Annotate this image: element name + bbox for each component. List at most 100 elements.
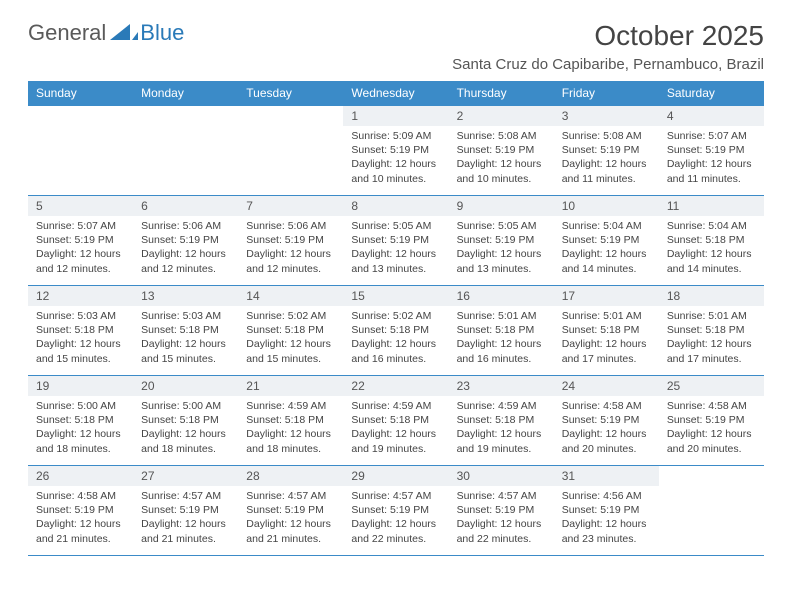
day-number: 2 [449,106,554,126]
weekday-header-row: Sunday Monday Tuesday Wednesday Thursday… [28,81,764,106]
day-body: Sunrise: 4:56 AMSunset: 5:19 PMDaylight:… [554,486,659,552]
calendar-cell: 28Sunrise: 4:57 AMSunset: 5:19 PMDayligh… [238,466,343,556]
day-number: 27 [133,466,238,486]
day-number: 25 [659,376,764,396]
calendar-cell: 8Sunrise: 5:05 AMSunset: 5:19 PMDaylight… [343,196,448,286]
calendar-cell: 24Sunrise: 4:58 AMSunset: 5:19 PMDayligh… [554,376,659,466]
day-body: Sunrise: 5:04 AMSunset: 5:19 PMDaylight:… [554,216,659,282]
calendar-cell: 1Sunrise: 5:09 AMSunset: 5:19 PMDaylight… [343,106,448,196]
day-number: 1 [343,106,448,126]
calendar-cell: 4Sunrise: 5:07 AMSunset: 5:19 PMDaylight… [659,106,764,196]
calendar-cell: 18Sunrise: 5:01 AMSunset: 5:18 PMDayligh… [659,286,764,376]
calendar-cell: 6Sunrise: 5:06 AMSunset: 5:19 PMDaylight… [133,196,238,286]
day-body: Sunrise: 4:58 AMSunset: 5:19 PMDaylight:… [28,486,133,552]
day-number: 30 [449,466,554,486]
day-number: 13 [133,286,238,306]
calendar-cell: 17Sunrise: 5:01 AMSunset: 5:18 PMDayligh… [554,286,659,376]
day-body: Sunrise: 5:09 AMSunset: 5:19 PMDaylight:… [343,126,448,192]
calendar-cell: 19Sunrise: 5:00 AMSunset: 5:18 PMDayligh… [28,376,133,466]
day-number: 17 [554,286,659,306]
day-number: 15 [343,286,448,306]
calendar-cell: 30Sunrise: 4:57 AMSunset: 5:19 PMDayligh… [449,466,554,556]
day-body: Sunrise: 4:57 AMSunset: 5:19 PMDaylight:… [133,486,238,552]
day-number: 9 [449,196,554,216]
day-body: Sunrise: 4:57 AMSunset: 5:19 PMDaylight:… [343,486,448,552]
day-number: 3 [554,106,659,126]
day-body: Sunrise: 5:00 AMSunset: 5:18 PMDaylight:… [28,396,133,462]
calendar-row: 19Sunrise: 5:00 AMSunset: 5:18 PMDayligh… [28,376,764,466]
day-body: Sunrise: 4:57 AMSunset: 5:19 PMDaylight:… [238,486,343,552]
day-body: Sunrise: 5:07 AMSunset: 5:19 PMDaylight:… [659,126,764,192]
calendar-cell: 11Sunrise: 5:04 AMSunset: 5:18 PMDayligh… [659,196,764,286]
day-body: Sunrise: 5:08 AMSunset: 5:19 PMDaylight:… [449,126,554,192]
header: General Blue October 2025 [28,20,764,52]
logo-text-blue: Blue [140,20,184,46]
day-body: Sunrise: 5:07 AMSunset: 5:19 PMDaylight:… [28,216,133,282]
day-number: 28 [238,466,343,486]
day-number: 12 [28,286,133,306]
weekday-header: Tuesday [238,81,343,106]
calendar-row: 5Sunrise: 5:07 AMSunset: 5:19 PMDaylight… [28,196,764,286]
day-number: 6 [133,196,238,216]
calendar-cell: 15Sunrise: 5:02 AMSunset: 5:18 PMDayligh… [343,286,448,376]
day-body: Sunrise: 5:00 AMSunset: 5:18 PMDaylight:… [133,396,238,462]
calendar-cell: 12Sunrise: 5:03 AMSunset: 5:18 PMDayligh… [28,286,133,376]
day-body: Sunrise: 5:01 AMSunset: 5:18 PMDaylight:… [554,306,659,372]
calendar-cell: 13Sunrise: 5:03 AMSunset: 5:18 PMDayligh… [133,286,238,376]
day-body: Sunrise: 5:03 AMSunset: 5:18 PMDaylight:… [133,306,238,372]
weekday-header: Saturday [659,81,764,106]
day-number: 29 [343,466,448,486]
day-body: Sunrise: 4:59 AMSunset: 5:18 PMDaylight:… [449,396,554,462]
day-body: Sunrise: 5:03 AMSunset: 5:18 PMDaylight:… [28,306,133,372]
day-number: 14 [238,286,343,306]
day-body: Sunrise: 4:57 AMSunset: 5:19 PMDaylight:… [449,486,554,552]
logo-text-general: General [28,20,106,46]
day-number: 21 [238,376,343,396]
day-body: Sunrise: 4:59 AMSunset: 5:18 PMDaylight:… [238,396,343,462]
day-body: Sunrise: 5:02 AMSunset: 5:18 PMDaylight:… [238,306,343,372]
day-number: 19 [28,376,133,396]
calendar-cell: 3Sunrise: 5:08 AMSunset: 5:19 PMDaylight… [554,106,659,196]
day-body: Sunrise: 5:02 AMSunset: 5:18 PMDaylight:… [343,306,448,372]
calendar-cell: 27Sunrise: 4:57 AMSunset: 5:19 PMDayligh… [133,466,238,556]
calendar-cell: 31Sunrise: 4:56 AMSunset: 5:19 PMDayligh… [554,466,659,556]
calendar-row: 1Sunrise: 5:09 AMSunset: 5:19 PMDaylight… [28,106,764,196]
day-number: 26 [28,466,133,486]
calendar-cell: 25Sunrise: 4:58 AMSunset: 5:19 PMDayligh… [659,376,764,466]
calendar-cell: 23Sunrise: 4:59 AMSunset: 5:18 PMDayligh… [449,376,554,466]
day-number: 18 [659,286,764,306]
weekday-header: Friday [554,81,659,106]
day-body: Sunrise: 5:01 AMSunset: 5:18 PMDaylight:… [659,306,764,372]
logo: General Blue [28,20,184,46]
calendar-cell: 2Sunrise: 5:08 AMSunset: 5:19 PMDaylight… [449,106,554,196]
weekday-header: Monday [133,81,238,106]
page-title: October 2025 [594,20,764,52]
calendar-cell: 9Sunrise: 5:05 AMSunset: 5:19 PMDaylight… [449,196,554,286]
location-subtitle: Santa Cruz do Capibaribe, Pernambuco, Br… [28,56,764,73]
day-number: 23 [449,376,554,396]
day-body: Sunrise: 5:05 AMSunset: 5:19 PMDaylight:… [449,216,554,282]
day-number: 11 [659,196,764,216]
day-body: Sunrise: 4:59 AMSunset: 5:18 PMDaylight:… [343,396,448,462]
calendar-cell: 16Sunrise: 5:01 AMSunset: 5:18 PMDayligh… [449,286,554,376]
calendar-cell: 22Sunrise: 4:59 AMSunset: 5:18 PMDayligh… [343,376,448,466]
calendar-body: 1Sunrise: 5:09 AMSunset: 5:19 PMDaylight… [28,106,764,556]
day-body: Sunrise: 4:58 AMSunset: 5:19 PMDaylight:… [659,396,764,462]
day-body: Sunrise: 5:08 AMSunset: 5:19 PMDaylight:… [554,126,659,192]
calendar-table: Sunday Monday Tuesday Wednesday Thursday… [28,81,764,556]
calendar-cell: 5Sunrise: 5:07 AMSunset: 5:19 PMDaylight… [28,196,133,286]
calendar-cell: 21Sunrise: 4:59 AMSunset: 5:18 PMDayligh… [238,376,343,466]
day-number: 16 [449,286,554,306]
day-number: 7 [238,196,343,216]
weekday-header: Sunday [28,81,133,106]
day-number: 4 [659,106,764,126]
day-number: 22 [343,376,448,396]
calendar-cell: 26Sunrise: 4:58 AMSunset: 5:19 PMDayligh… [28,466,133,556]
day-number: 24 [554,376,659,396]
logo-triangle-icon [110,24,138,42]
calendar-cell: 7Sunrise: 5:06 AMSunset: 5:19 PMDaylight… [238,196,343,286]
calendar-cell [238,106,343,196]
calendar-cell [28,106,133,196]
calendar-cell [133,106,238,196]
calendar-cell: 10Sunrise: 5:04 AMSunset: 5:19 PMDayligh… [554,196,659,286]
